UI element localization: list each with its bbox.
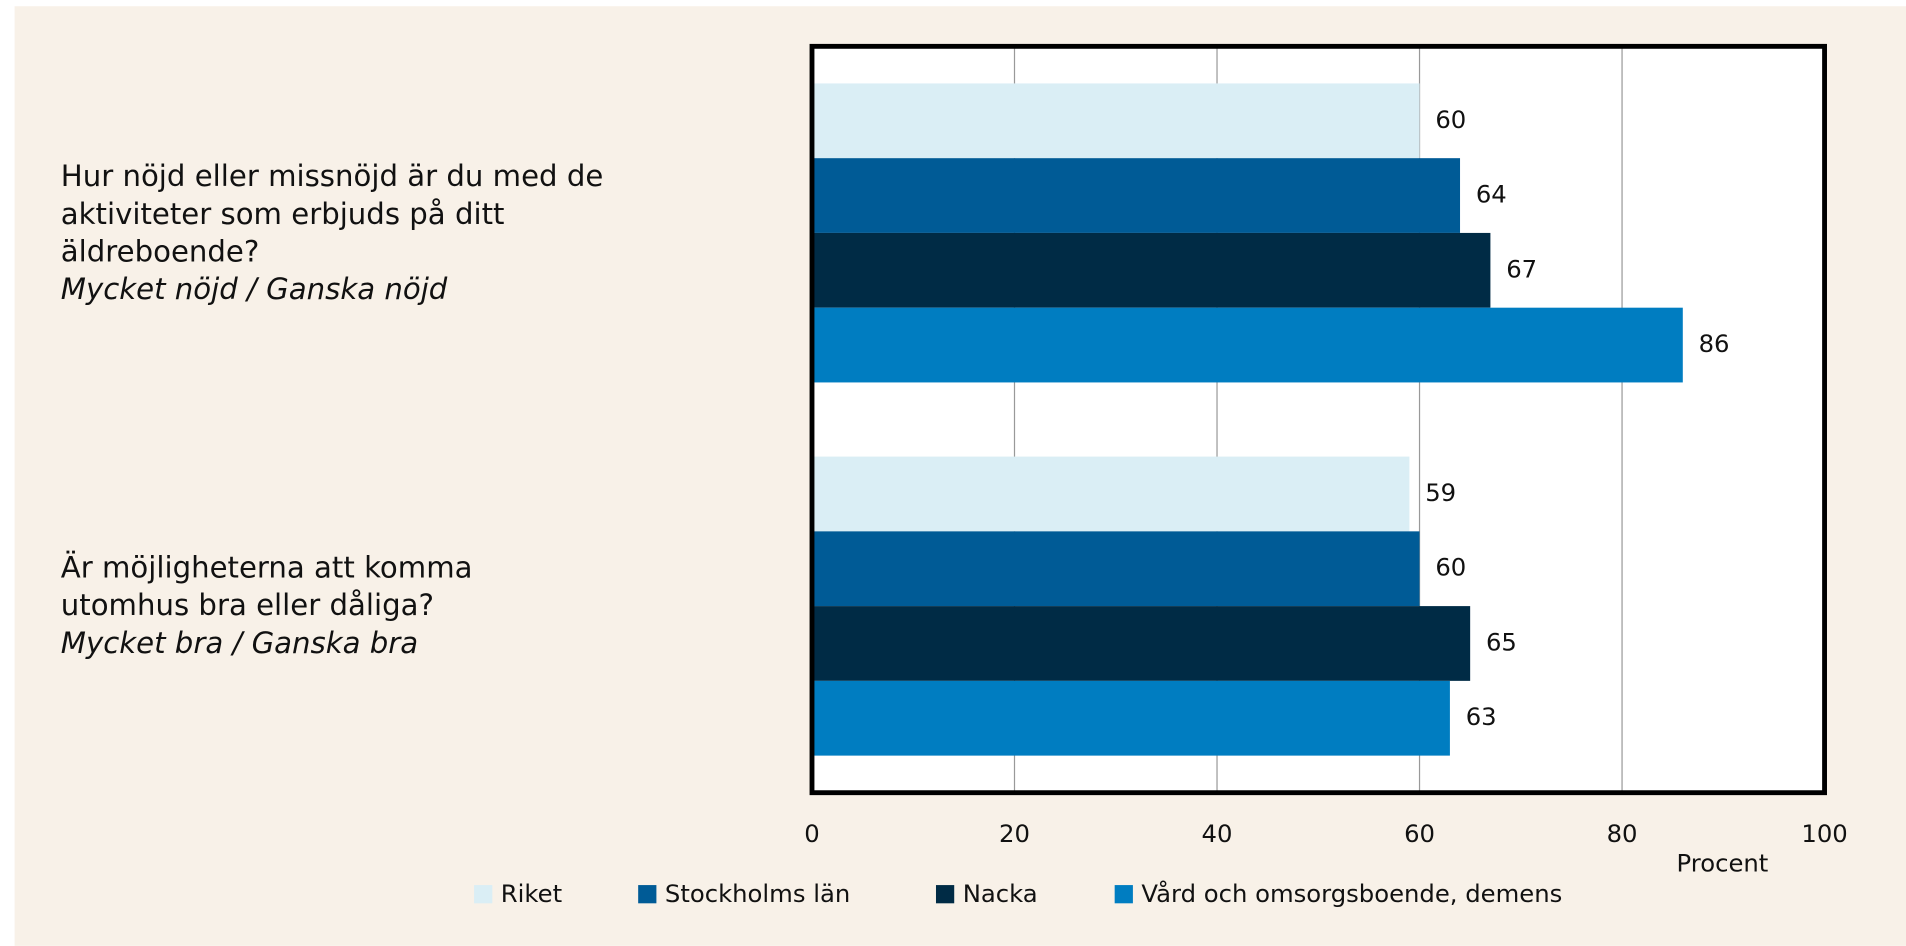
legend-swatch [1114, 885, 1133, 904]
x-axis-label: Procent [1677, 848, 1769, 877]
data-label: 64 [1476, 180, 1507, 209]
legend-swatch [935, 885, 955, 904]
data-label: 86 [1699, 329, 1730, 358]
legend-swatch [474, 885, 493, 904]
data-label: 65 [1486, 627, 1517, 656]
category-text: Hur nöjd eller missnöjd är du med de akt… [61, 46, 608, 419]
bar [811, 606, 1471, 681]
x-tick-label: 80 [1607, 819, 1638, 848]
legend-label: Nacka [963, 879, 1038, 908]
category-question: Är möjligheterna att komma utomhus bra e… [60, 550, 473, 623]
legend-label: Vård och omsorgsboende, demens [1141, 879, 1562, 908]
data-label: 67 [1506, 254, 1537, 283]
category-subtitle: Mycket bra / Ganska bra [60, 626, 419, 661]
bar [811, 232, 1491, 308]
category-label: Är möjligheterna att komma utomhus bra e… [61, 420, 608, 793]
x-tick-label: 20 [999, 819, 1030, 848]
plot-border [809, 43, 1827, 796]
data-label: 63 [1466, 702, 1497, 731]
data-label: 59 [1425, 478, 1456, 507]
bar [811, 158, 1461, 233]
data-label: 60 [1435, 105, 1466, 134]
bar [811, 680, 1450, 756]
x-tick-label: 60 [1404, 819, 1435, 848]
bar [811, 83, 1420, 159]
category-subtitle: Mycket nöjd / Ganska nöjd [60, 271, 448, 306]
category-text: Är möjligheterna att komma utomhus bra e… [61, 420, 608, 793]
legend-label: Riket [501, 879, 562, 908]
data-label: 60 [1435, 553, 1466, 582]
category-label: Hur nöjd eller missnöjd är du med de akt… [61, 46, 608, 419]
x-tick-label: 40 [1202, 819, 1233, 848]
x-tick-label: 0 [804, 819, 819, 848]
x-tick-label: 100 [1801, 819, 1847, 848]
category-question: Hur nöjd eller missnöjd är du med de akt… [60, 158, 604, 269]
bar [811, 531, 1420, 607]
legend-swatch [638, 885, 657, 904]
bar [811, 307, 1683, 383]
legend-label: Stockholms län [665, 879, 850, 908]
bar [811, 456, 1410, 532]
